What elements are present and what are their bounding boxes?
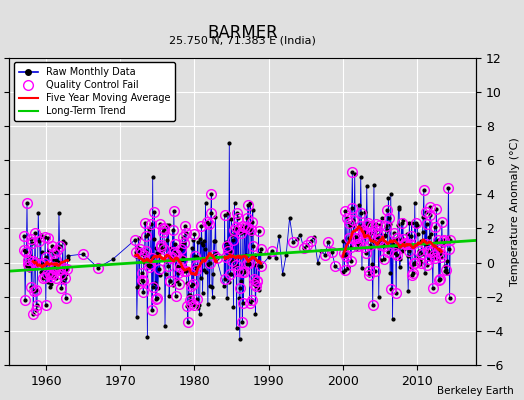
Title: BARMER: BARMER	[207, 24, 278, 42]
Legend: Raw Monthly Data, Quality Control Fail, Five Year Moving Average, Long-Term Tren: Raw Monthly Data, Quality Control Fail, …	[14, 62, 176, 121]
Y-axis label: Temperature Anomaly (°C): Temperature Anomaly (°C)	[510, 137, 520, 286]
Text: Berkeley Earth: Berkeley Earth	[437, 386, 514, 396]
Text: 25.750 N, 71.383 E (India): 25.750 N, 71.383 E (India)	[169, 35, 316, 45]
